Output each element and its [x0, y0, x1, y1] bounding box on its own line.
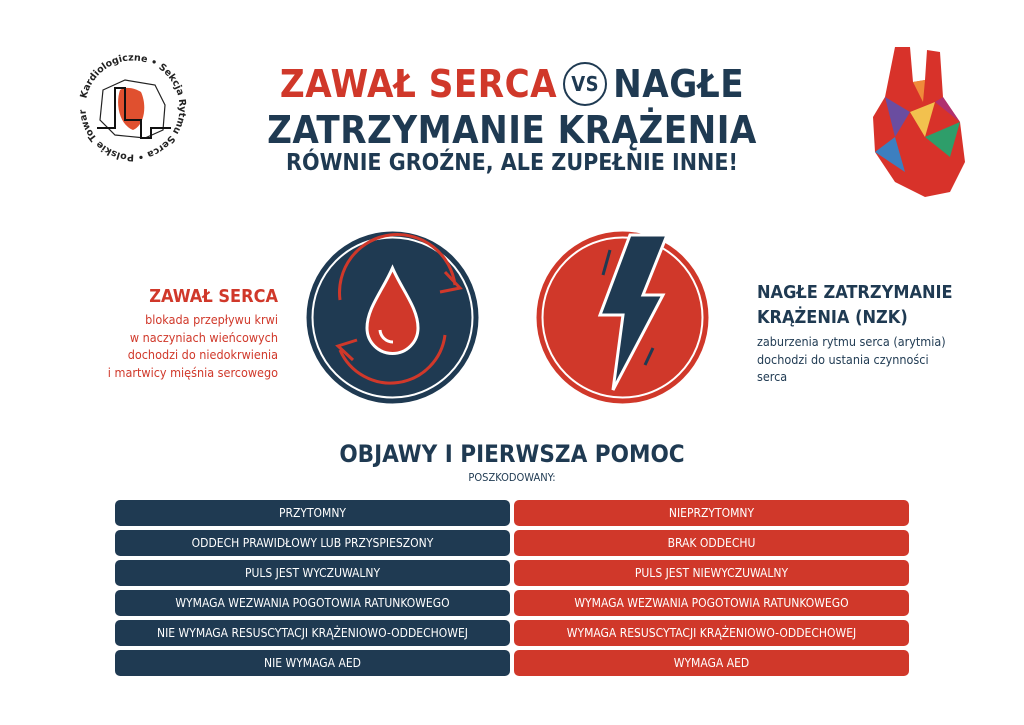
right-cell: NIEPRZYTOMNY — [514, 500, 909, 526]
subtitle: RÓWNIE GROŹNE, ALE ZUPEŁNIE INNE! — [286, 150, 738, 176]
cardiac-arrest-description: zaburzenia rytmu serca (arytmia) dochodz… — [757, 333, 987, 386]
desc-line: w naczyniach wieńcowych — [129, 329, 278, 345]
desc-line: serca — [757, 369, 788, 384]
title-heart-attack: ZAWAŁ SERCA — [279, 62, 558, 106]
lightning-bolt-icon — [597, 233, 670, 391]
title-line: NAGŁE ZATRZYMANIE — [757, 282, 953, 303]
heart-attack-circle — [306, 231, 479, 404]
section-title: OBJAWY I PIERWSZA POMOC — [339, 440, 685, 468]
heart-attack-description: blokada przepływu krwi w naczyniach wień… — [108, 311, 278, 381]
desc-line: dochodzi do ustania czynności — [757, 351, 929, 367]
right-cell: WYMAGA RESUSCYTACJI KRĄŻENIOWO-ODDECHOWE… — [514, 620, 909, 646]
desc-line: zaburzenia rytmu serca (arytmia) — [757, 334, 946, 349]
right-cell: BRAK ODDECHU — [514, 530, 909, 556]
cycle-arrows-icon — [335, 233, 463, 385]
right-cell: WYMAGA WEZWANIA POGOTOWIA RATUNKOWEGO — [514, 590, 909, 616]
desc-line: i martwicy mięśnia sercowego — [107, 364, 278, 380]
title-line-2: ZATRZYMANIE KRĄŻENIA — [267, 108, 757, 152]
title-line-1: ZAWAŁ SERCA VS NAGŁE — [0, 62, 1024, 106]
left-cell: NIE WYMAGA AED — [115, 650, 510, 676]
right-cell: WYMAGA AED — [514, 650, 909, 676]
left-cell: NIE WYMAGA RESUSCYTACJI KRĄŻENIOWO-ODDEC… — [115, 620, 510, 646]
desc-line: dochodzi do niedokrwienia — [127, 347, 278, 362]
left-cell: WYMAGA WEZWANIA POGOTOWIA RATUNKOWEGO — [115, 590, 510, 616]
society-logo: Kardiologiczne • Sekcja Rytmu Serca • Po… — [75, 50, 188, 163]
title-line: KRĄŻENIA (NZK) — [757, 307, 908, 328]
desc-line: blokada przepływu krwi — [145, 312, 278, 327]
polygon-heart-image — [873, 47, 965, 197]
title-sudden: NAGŁE — [613, 62, 745, 106]
left-cell: ODDECH PRAWIDŁOWY LUB PRZYSPIESZONY — [115, 530, 510, 556]
heart-attack-title: ZAWAŁ SERCA — [149, 286, 278, 307]
cardiac-arrest-title: NAGŁE ZATRZYMANIE KRĄŻENIA (NZK) — [757, 280, 953, 330]
vs-badge: VS — [563, 62, 608, 106]
right-cell: PULS JEST NIEWYCZUWALNY — [514, 560, 909, 586]
cardiac-arrest-circle — [536, 231, 709, 404]
section-subtitle: POSZKODOWANY: — [468, 471, 556, 484]
left-cell: PULS JEST WYCZUWALNY — [115, 560, 510, 586]
left-cell: PRZYTOMNY — [115, 500, 510, 526]
